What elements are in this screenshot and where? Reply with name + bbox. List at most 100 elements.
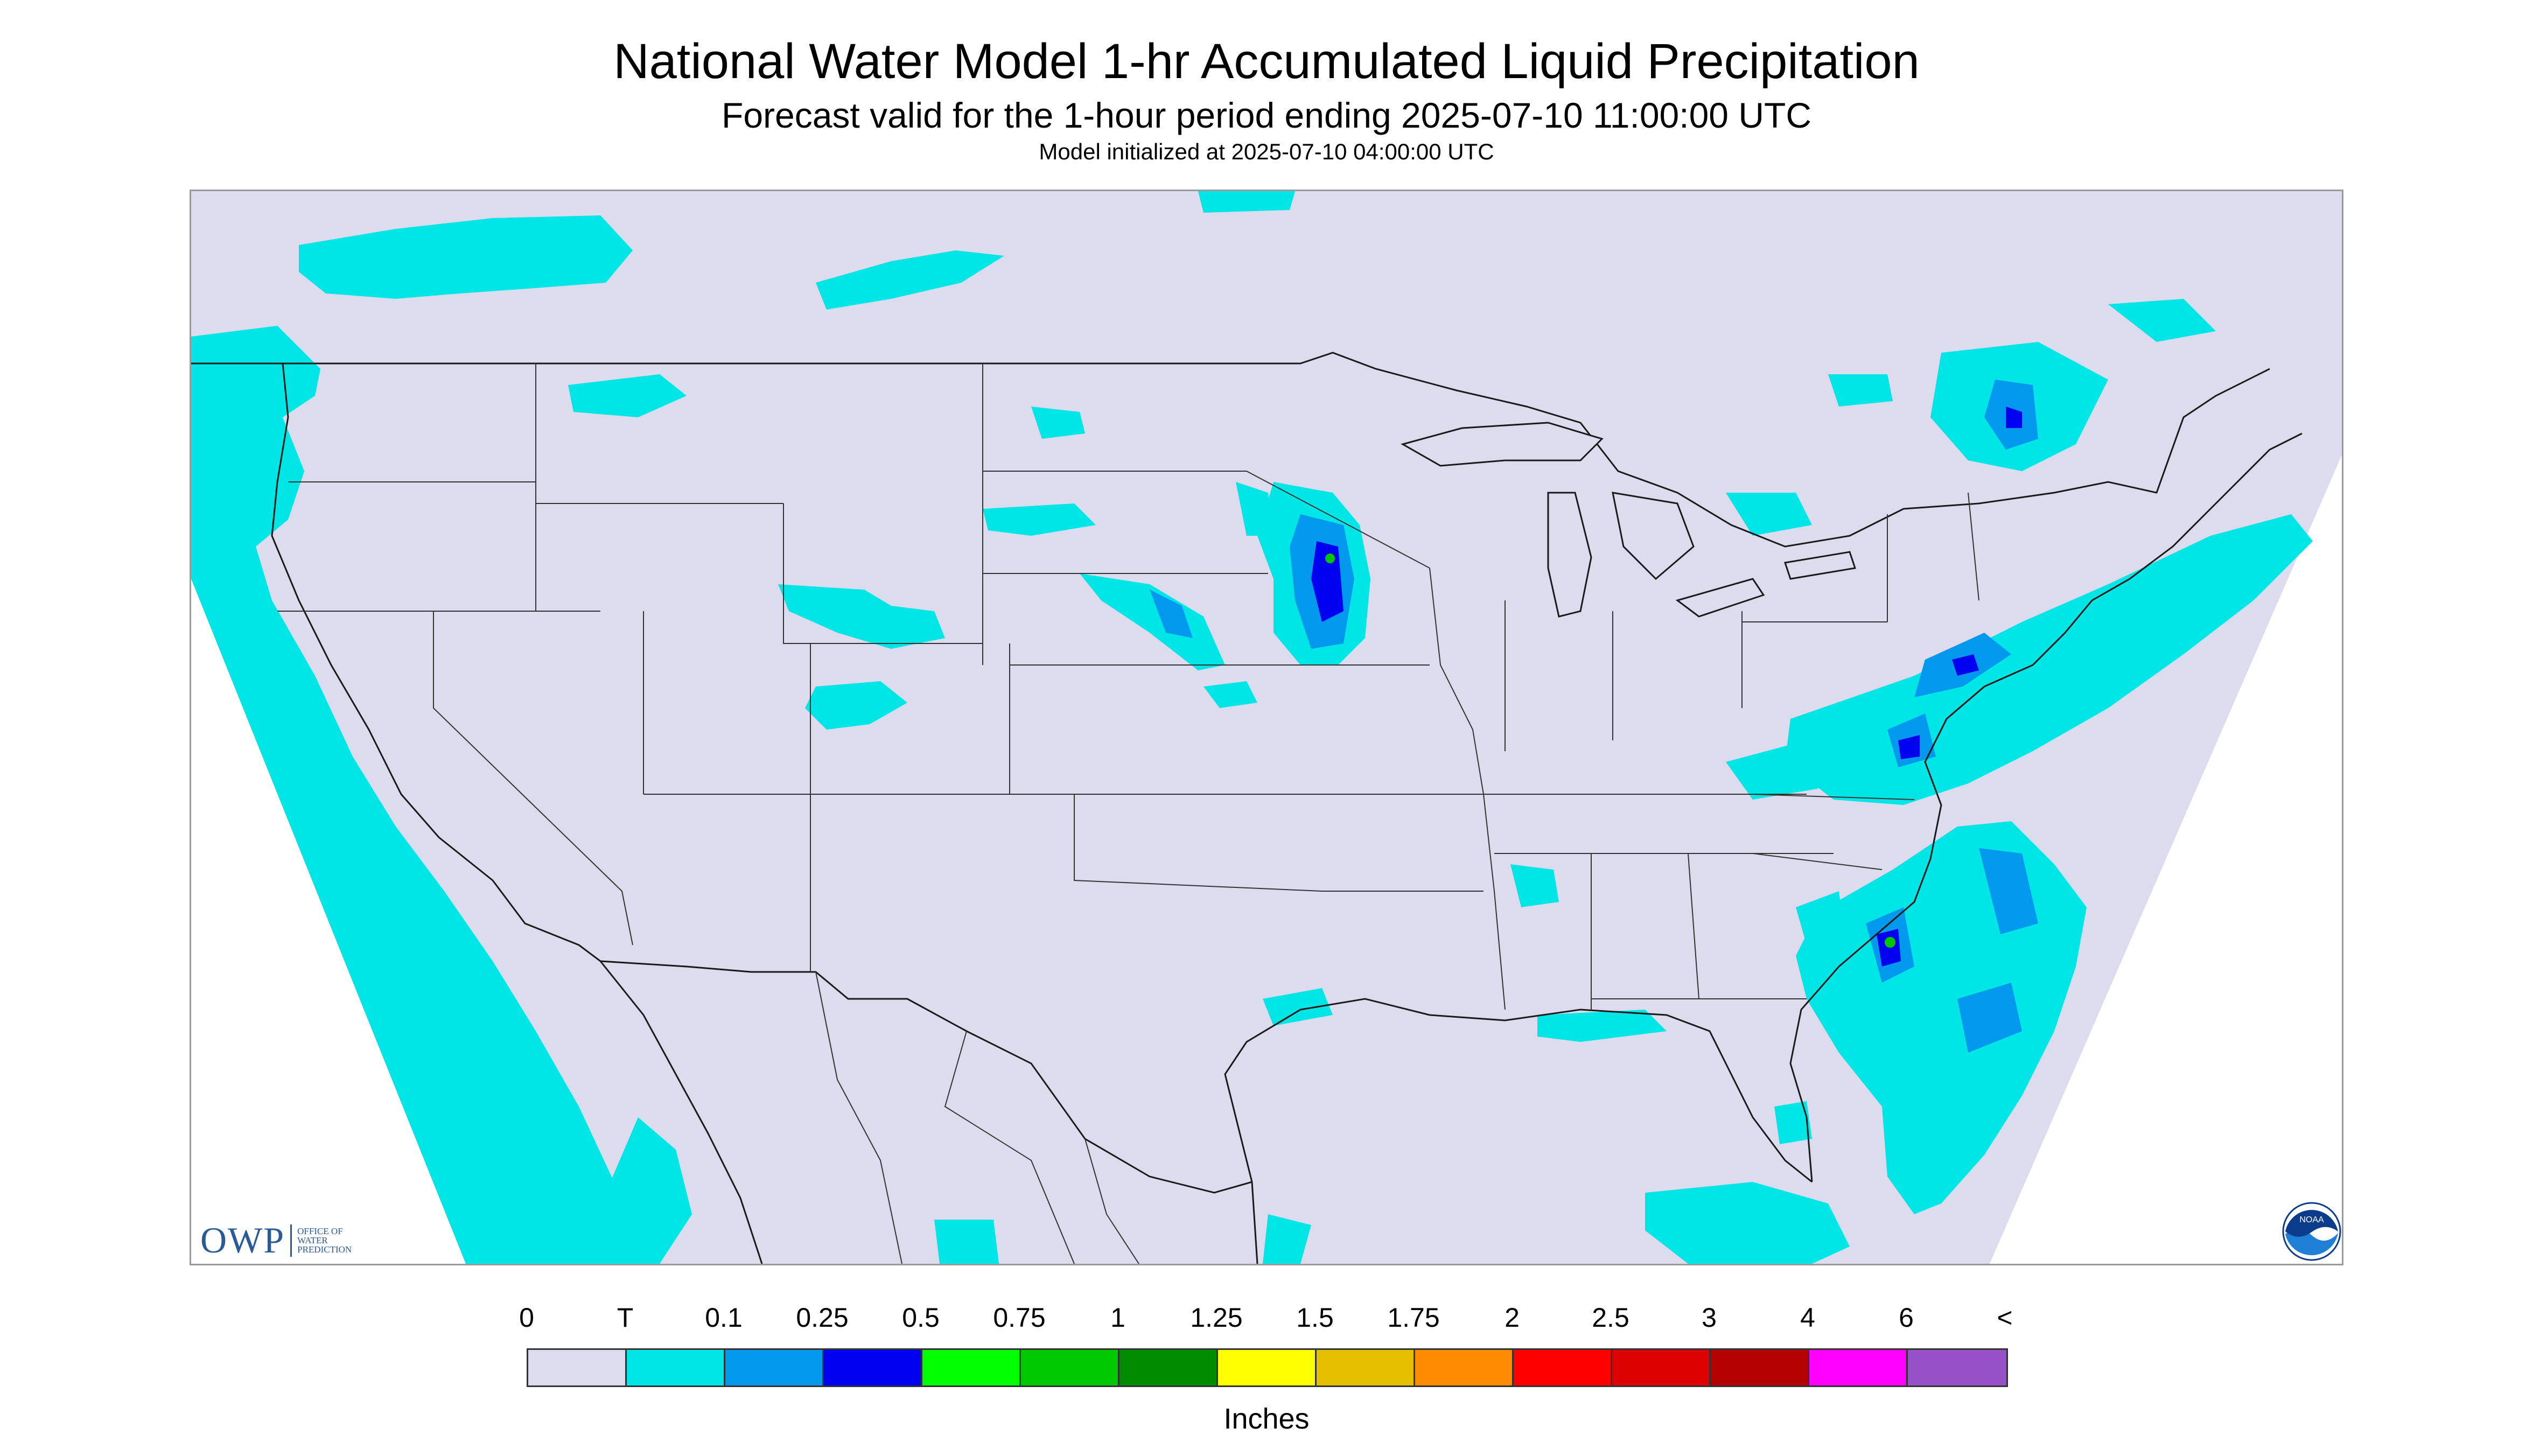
pacific-coastline [271,363,601,962]
legend-tick-label: T [617,1303,634,1333]
precip-moderate-midwest [1311,541,1344,622]
legend-swatch-3 [824,1350,922,1385]
precip-moderate [1311,407,2022,967]
mexico-borders [815,971,1139,1264]
precip-light-atlantic-3 [1957,983,2022,1053]
legend-swatch-1 [627,1350,725,1385]
owp-logo-mark: OWP [200,1220,285,1261]
precip-area-ohio-valley [1726,740,1850,800]
legend-tick-label: 2 [1505,1303,1520,1333]
mexico-gulf-coast [1251,1181,1258,1264]
border-mn-ia [1246,471,1430,569]
lake-ontario [1784,551,1856,580]
precip-area-mn-west [1236,482,1274,536]
precip-area-labrador [2108,299,2216,342]
legend-tick-label: 0 [519,1303,534,1333]
border-ca-nv [433,611,633,946]
precip-moderate-ontario [2006,407,2022,428]
precip-area-pacific [191,326,627,1264]
border-mex-3 [1084,1138,1139,1264]
legend-tick-label: 1 [1110,1303,1125,1333]
precip-area-ks-ne [1203,681,1257,708]
legend-swatch-10 [1514,1350,1612,1385]
precip-area-nd [1031,407,1085,439]
state-borders [277,363,1979,1010]
legend-tick-label: 0.25 [796,1303,849,1333]
lake-michigan [1547,492,1592,618]
precipitation-map [190,190,2343,1265]
legend-swatch-11 [1612,1350,1711,1385]
forecast-valid-subtitle: Forecast valid for the 1-hour period end… [722,95,1811,135]
precip-area-co [805,681,907,730]
precip-area-sw-mexico [606,1117,692,1264]
map-canvas [191,191,2342,1264]
precip-area-ne [1080,573,1225,670]
precip-area-ontario-west [1198,191,1295,213]
legend-tick-label: 3 [1702,1303,1717,1333]
border-mex-2 [944,1031,1075,1264]
border-wy-co [783,503,983,644]
lake-superior [1401,422,1604,467]
legend-swatch-13 [1809,1350,1908,1385]
precip-heavy-atlantic [1885,937,1895,948]
legend-swatch-7 [1218,1350,1317,1385]
legend-tick-label: 6 [1899,1303,1914,1333]
legend-swatch-8 [1317,1350,1415,1385]
lake-erie [1675,578,1765,618]
border-al-ga [1688,853,1699,999]
border-ok-tx [1074,794,1323,892]
legend-labels: 0 T 0.1 0.25 0.5 0.75 1 1.25 1.5 1.75 2 2.5 3 4 6 < [0,1302,2533,1334]
us-mexico-border [600,960,1252,1194]
lake-huron [1612,492,1695,580]
precip-moderate-mid-atlantic [1898,735,1920,759]
border-mex-1 [815,971,902,1264]
owp-logo-divider [290,1224,292,1257]
border-va-nc [1752,794,1915,800]
precip-area-mex-south [934,1220,999,1264]
border-new-england [1968,492,1979,601]
precip-moderate-atlantic [1877,929,1901,967]
legend-tick-label: 0.1 [705,1303,743,1333]
precip-area-wy [778,584,945,649]
precip-area-fl-east [1774,1101,1812,1144]
great-lakes [1401,422,1856,618]
noaa-logo: NOAA [2282,1202,2341,1261]
legend-swatch-14 [1908,1350,2006,1385]
precip-area-bc [299,215,633,299]
precip-area-baja-mid [1263,1214,1311,1264]
legend-swatch-2 [725,1350,824,1385]
us-canada-border [191,352,2270,548]
legend-tick-label: 2.5 [1592,1303,1629,1333]
precip-area-sd-west [983,503,1096,536]
border-mississippi-river [1429,568,1506,1010]
precip-area-alberta [816,250,1004,310]
precip-area-sc-coast [1796,891,1844,945]
baja-coast [599,961,763,1264]
legend-units: Inches [1223,1403,1310,1435]
precip-light-ne-plains [1150,590,1193,638]
precip-area-gulf-coast [1537,1010,1667,1042]
legend-swatch-6 [1119,1350,1218,1385]
legend-tick-label: 1.75 [1387,1303,1440,1333]
precip-area-mi [1726,493,1812,536]
precip-heavy [1325,554,1895,948]
legend-swatch-9 [1415,1350,1514,1385]
precip-area-florida [1645,1182,1850,1264]
legend-swatch-5 [1021,1350,1119,1385]
owp-logo: OWP OFFICE OF WATER PREDICTION [200,1219,373,1262]
gulf-coastline [1224,998,1813,1183]
legend-color-bar [527,1348,2008,1387]
precip-area-quebec [1828,374,1893,407]
legend-swatch-0 [528,1350,627,1385]
precip-area-ms [1510,864,1559,907]
precip-light-atlantic-2 [1979,848,2038,934]
noaa-logo-text: NOAA [2299,1215,2324,1224]
legend-tick-label: 1.25 [1190,1303,1243,1333]
legend-tick-label: 0.5 [902,1303,940,1333]
geographic-lines [191,352,2303,1264]
atlantic-coastline [1789,432,2303,1182]
border-nc-sc [1752,853,1883,870]
precip-area-la [1263,988,1333,1026]
legend-tick-label: 4 [1800,1303,1815,1333]
map-title: National Water Model 1-hr Accumulated Li… [613,34,1920,89]
